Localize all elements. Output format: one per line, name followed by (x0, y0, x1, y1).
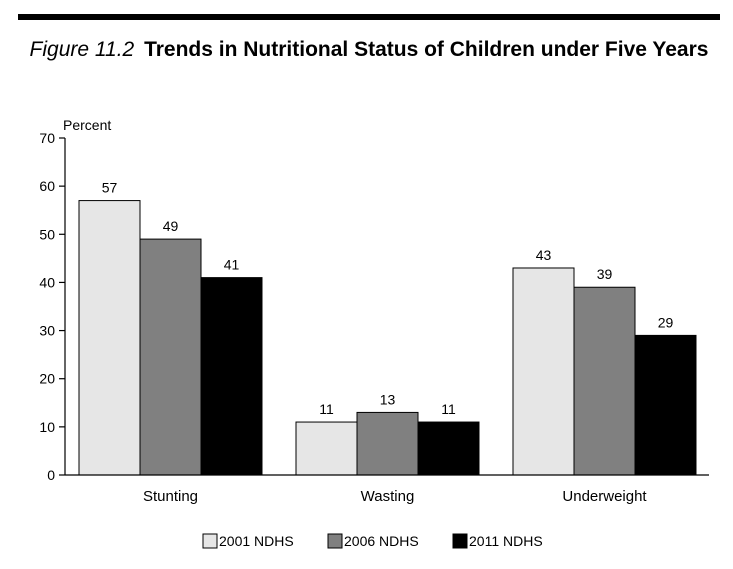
x-axis: Stunting Wasting Underweight (65, 474, 709, 505)
data-label: 13 (380, 391, 396, 407)
bar (139, 238, 202, 476)
legend: 2001 NDHS 2006 NDHS 2011 NDHS (202, 533, 543, 549)
y-tick-label: 40 (39, 274, 55, 290)
data-label: 11 (319, 401, 334, 417)
bar (295, 421, 358, 476)
data-label: 11 (441, 401, 456, 417)
legend-label: 2001 NDHS (219, 533, 294, 549)
data-label: 43 (536, 247, 552, 263)
legend-label: 2011 NDHS (469, 533, 543, 549)
x-category-label: Wasting (361, 488, 415, 505)
y-tick-label: 60 (39, 178, 55, 194)
legend-label: 2006 NDHS (344, 533, 419, 549)
y-axis-label: Percent (63, 117, 111, 133)
title-text: Trends in Nutritional Status of Children… (144, 38, 709, 61)
data-label: 29 (658, 314, 674, 330)
bar (417, 421, 480, 476)
y-axis: 0 10 20 30 40 50 60 70 (39, 130, 66, 483)
data-label: 39 (597, 266, 613, 282)
bar (512, 267, 575, 476)
data-label: 49 (163, 218, 179, 234)
bar (356, 411, 419, 476)
bar (573, 286, 636, 476)
chart-title: Figure 11.2 Trends in Nutritional Status… (18, 37, 720, 62)
x-category-label: Stunting (143, 488, 198, 505)
y-tick-label: 50 (39, 226, 55, 242)
legend-swatch (202, 533, 218, 549)
y-tick-label: 20 (39, 371, 55, 387)
legend-swatch (327, 533, 343, 549)
bar (78, 200, 141, 476)
top-rule (18, 14, 720, 20)
bar (634, 334, 697, 476)
legend-swatch (452, 533, 468, 549)
y-tick-label: 10 (39, 419, 55, 435)
y-tick-label: 0 (47, 467, 55, 483)
data-label: 41 (224, 257, 240, 273)
bar (200, 277, 263, 476)
y-tick-label: 30 (39, 323, 55, 339)
bars: 57 49 41 11 13 11 43 39 29 (78, 180, 697, 476)
x-category-label: Underweight (562, 488, 647, 505)
y-tick-label: 70 (39, 130, 55, 146)
data-label: 57 (102, 180, 118, 196)
figure-label: Figure 11.2 (29, 38, 135, 61)
